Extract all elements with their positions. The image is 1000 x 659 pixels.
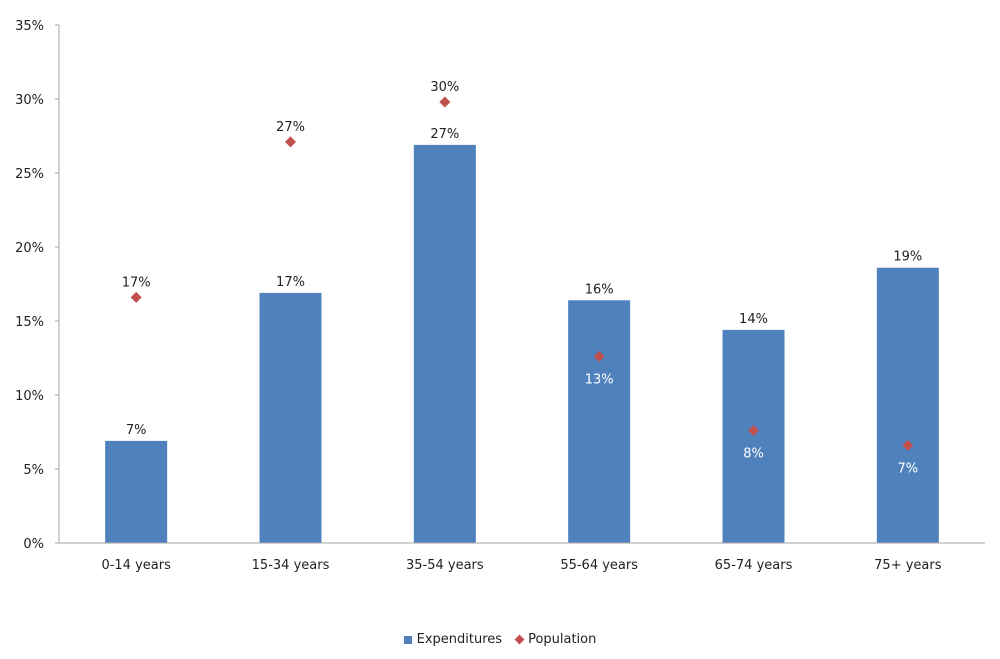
x-category-label: 35-54 years bbox=[406, 558, 484, 573]
diamond-marker-icon bbox=[748, 425, 759, 437]
point-value-label: 7% bbox=[898, 461, 919, 476]
y-tick-label: 10% bbox=[15, 389, 44, 404]
bar-expenditures bbox=[722, 329, 785, 543]
bar-value-label: 19% bbox=[893, 250, 922, 265]
y-tick-label: 5% bbox=[23, 463, 44, 478]
legend-item-expenditures: Expenditures bbox=[403, 632, 503, 647]
diamond-marker-icon bbox=[130, 291, 142, 303]
bar-expenditures bbox=[105, 440, 168, 543]
point-value-label: 27% bbox=[276, 120, 305, 135]
legend-label: Expenditures bbox=[416, 632, 503, 647]
expenditure-bars: 7% 17% 27% 16% 14% 19% bbox=[105, 127, 939, 543]
y-tick-label: 25% bbox=[15, 167, 44, 182]
y-tick-label: 0% bbox=[23, 537, 44, 552]
legend-label: Population bbox=[528, 632, 597, 647]
square-marker-icon bbox=[403, 635, 412, 644]
diamond-marker-icon bbox=[902, 439, 914, 451]
y-tick-label: 30% bbox=[15, 93, 44, 108]
y-tick-label: 15% bbox=[15, 315, 44, 330]
bar-value-label: 14% bbox=[739, 312, 768, 327]
y-tick-label: 35% bbox=[15, 19, 44, 34]
bar-value-label: 27% bbox=[430, 127, 459, 142]
point-value-label: 13% bbox=[585, 373, 614, 388]
bar-value-label: 16% bbox=[585, 282, 614, 297]
diamond-marker-icon bbox=[285, 136, 296, 148]
population-markers: 17% 27% 30% 13% 8% 7% bbox=[122, 80, 918, 476]
bar-expenditures bbox=[413, 144, 476, 543]
x-category-label: 65-74 years bbox=[715, 558, 793, 573]
bar-expenditures bbox=[259, 292, 322, 543]
x-category-label: 55-64 years bbox=[560, 558, 638, 573]
diamond-marker-icon bbox=[593, 351, 605, 363]
point-value-label: 30% bbox=[430, 80, 459, 95]
diamond-marker-icon bbox=[439, 96, 451, 108]
x-axis: 0-14 years 15-34 years 35-54 years 55-64 ye… bbox=[59, 542, 985, 573]
legend-item-population: Population bbox=[514, 632, 597, 647]
legend: Expenditures Population bbox=[0, 632, 1000, 647]
point-value-label: 17% bbox=[122, 275, 151, 290]
bar-value-label: 17% bbox=[276, 275, 305, 290]
bar-expenditures bbox=[568, 300, 631, 543]
point-value-label: 8% bbox=[743, 447, 764, 462]
bar-expenditures bbox=[876, 267, 939, 543]
x-category-label: 0-14 years bbox=[101, 558, 171, 573]
x-category-label: 15-34 years bbox=[252, 558, 330, 573]
diamond-marker-icon bbox=[514, 634, 525, 645]
y-axis: 0% 5% 10% 15% 20% 25% 30% 35% bbox=[15, 19, 60, 552]
y-tick-label: 20% bbox=[15, 241, 44, 256]
bar-value-label: 7% bbox=[126, 423, 147, 438]
x-category-label: 75+ years bbox=[874, 558, 942, 573]
